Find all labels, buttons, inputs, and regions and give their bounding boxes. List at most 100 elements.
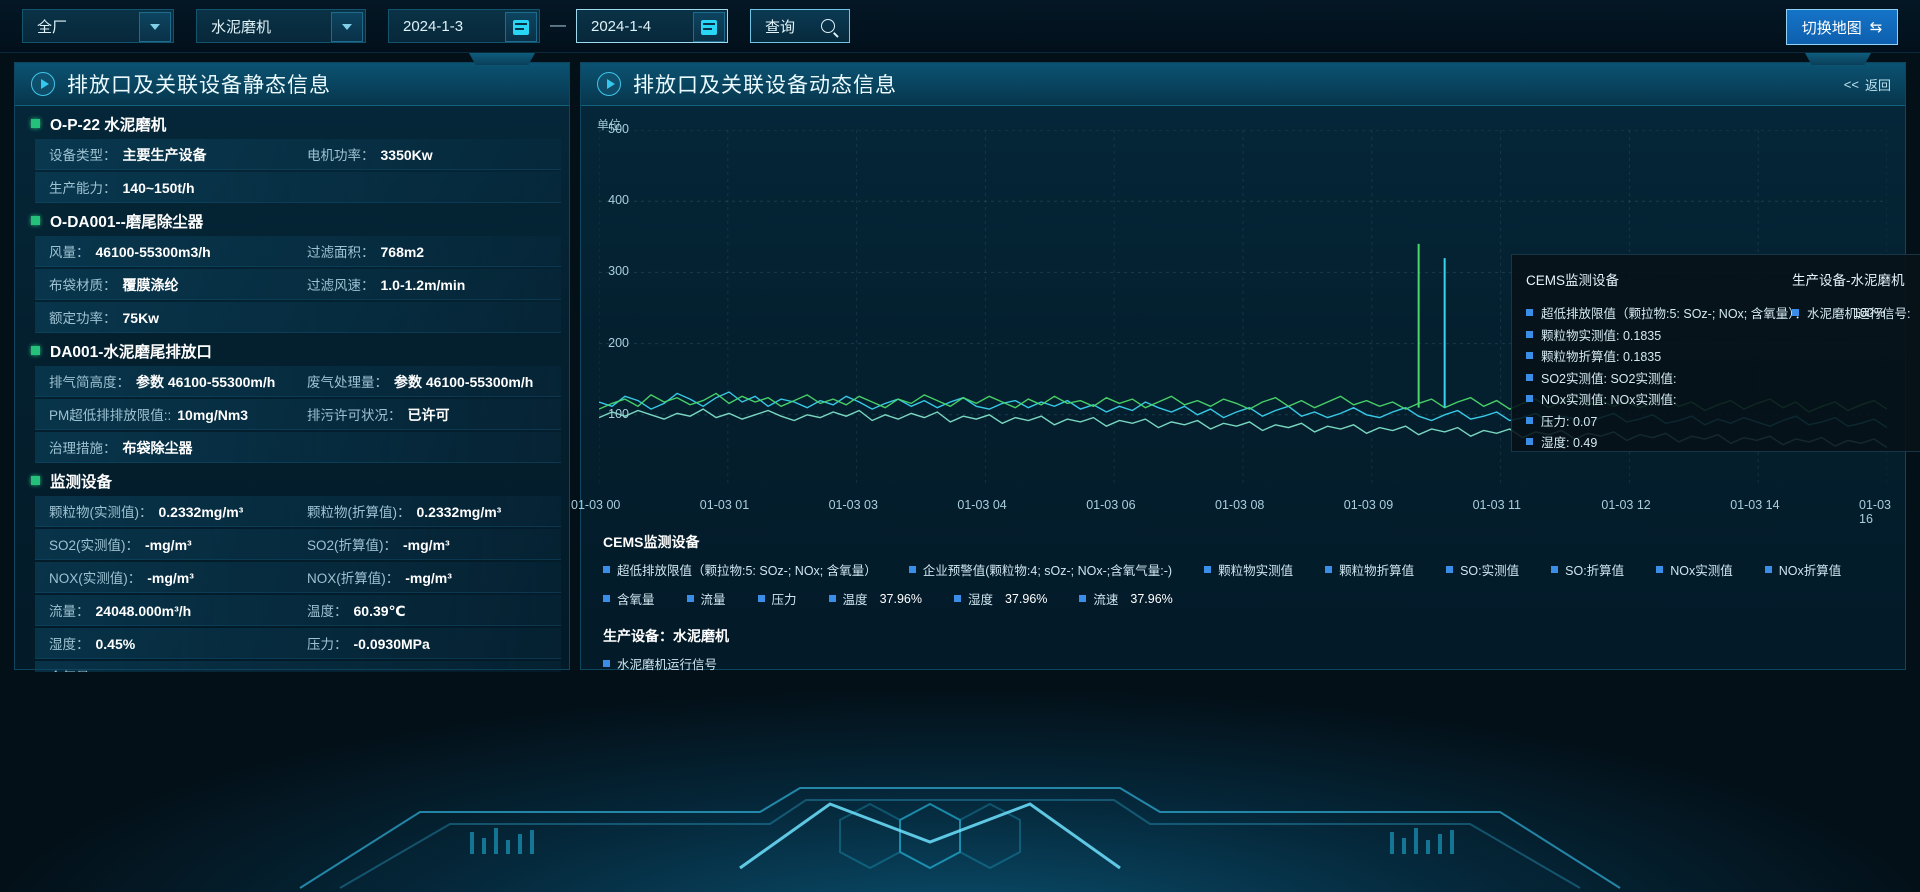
static-info-list[interactable]: O-P-22 水泥磨机 设备类型： 主要生产设备 电机功率： 3350Kw 生产能力： 14… bbox=[15, 106, 569, 672]
legend-marker-icon bbox=[757, 595, 765, 602]
static-info-group: O-P-22 水泥磨机 bbox=[15, 108, 569, 139]
info-cell: 过滤风速： 1.0-1.2m/min bbox=[307, 274, 465, 294]
info-label: 治理措施： bbox=[49, 440, 117, 456]
legend-item[interactable]: 磨尾除尘器运行信号 bbox=[603, 719, 730, 738]
legend-item[interactable]: 水泥磨机运行信号 bbox=[603, 654, 717, 673]
info-value: 0.45% bbox=[95, 636, 136, 652]
info-value: 24048.000m³/h bbox=[95, 603, 192, 619]
date-end-value: 2024-1-4 bbox=[591, 17, 652, 35]
legend-marker-icon bbox=[828, 595, 836, 602]
tooltip-row: 超低排放限值（颗拉物:5: SOz-; NOx; 含氧量）： 100% bbox=[1526, 302, 1885, 324]
static-info-header: 排放口及关联设备静态信息 bbox=[15, 53, 569, 106]
chevron-down-icon[interactable] bbox=[139, 12, 171, 42]
chevron-down-icon[interactable] bbox=[331, 12, 363, 42]
chart-y-tick: 400 bbox=[608, 193, 629, 208]
tooltip-value: 100% bbox=[1853, 305, 1885, 320]
legend-marker-icon bbox=[1526, 395, 1533, 403]
info-row: 流量： 24048.000m³/h 温度： 60.39℃ bbox=[35, 595, 561, 626]
legend-item-label: 磨尾除尘器运行信号 bbox=[617, 723, 730, 737]
legend-item[interactable]: 含氧量 bbox=[603, 589, 655, 608]
legend-item[interactable]: 颗粒物实测值 bbox=[1204, 560, 1293, 579]
chart-tooltip: CEMS监测设备 超低排放限值（颗拉物:5: SOz-; NOx; 含氧量）： 10… bbox=[1511, 254, 1920, 452]
date-end-input[interactable]: 2024-1-4 bbox=[576, 9, 728, 43]
info-value: -mg/m³ bbox=[405, 570, 452, 586]
chart-legend[interactable]: CEMS监测设备 超低排放限值（颗拉物:5: SOz-; NOx; 含氧量） 企业预… bbox=[597, 524, 1891, 748]
info-cell: 废气处理量： 参数 46100-55300m/h bbox=[307, 371, 533, 392]
legend-item[interactable]: NOx折算值 bbox=[1764, 560, 1841, 579]
info-label: 设备类型： bbox=[49, 147, 117, 163]
tooltip-row: 颗粒物实测值: 0.1835 bbox=[1526, 324, 1885, 346]
back-button-label: 返回 bbox=[1864, 78, 1891, 93]
static-info-panel: 排放口及关联设备静态信息 O-P-22 水泥磨机 设备类型： 主要生产设备 电机功率：… bbox=[14, 53, 570, 672]
info-label: 过滤风速： bbox=[307, 278, 375, 293]
tooltip-column-header: 生产设备-水泥磨机 bbox=[1792, 273, 1905, 288]
info-row: PM超低排排放限值:: 10mg/Nm3 排污许可状况： 已许可 bbox=[35, 399, 561, 430]
info-row: 设备类型： 主要生产设备 电机功率： 3350Kw bbox=[35, 139, 561, 170]
legend-item-label: 湿度 bbox=[967, 593, 993, 607]
calendar-icon[interactable] bbox=[693, 12, 725, 42]
legend-item[interactable]: 压力 bbox=[757, 589, 797, 608]
legend-marker-icon bbox=[908, 566, 916, 573]
back-button[interactable]: << 返回 bbox=[1844, 75, 1891, 94]
legend-item[interactable]: 温度 37.96% bbox=[828, 589, 922, 608]
query-button[interactable]: 查询 bbox=[750, 9, 850, 43]
legend-item[interactable]: 湿度 37.96% bbox=[953, 589, 1048, 608]
tooltip-label: 颗粒物实测值: 0.1835 bbox=[1541, 328, 1662, 343]
legend-section-title: 生产设备：水泥磨机 bbox=[603, 628, 729, 644]
info-cell: 颗粒物(实测值)： 0.2332mg/m³ bbox=[49, 501, 307, 521]
info-value: 140~150t/h bbox=[122, 180, 195, 196]
legend-item[interactable]: 颗粒物折算值 bbox=[1325, 560, 1414, 579]
info-cell: 含氧量： -% bbox=[49, 666, 126, 672]
device-select[interactable]: 水泥磨机 bbox=[196, 9, 366, 43]
legend-marker-icon bbox=[1551, 566, 1559, 573]
info-row: SO2(实测值)： -mg/m³ SO2(折算值)： -mg/m³ bbox=[35, 529, 561, 560]
info-value: -0.0930MPa bbox=[353, 636, 430, 652]
static-info-group-title: DA001-水泥磨尾排放口 bbox=[50, 343, 212, 361]
map-toggle-button[interactable]: 切换地图 ⇆ bbox=[1786, 9, 1898, 45]
info-label: 布袋材质： bbox=[49, 277, 117, 293]
info-value: 参数 46100-55300m/h bbox=[136, 373, 276, 390]
plant-select[interactable]: 全厂 bbox=[22, 9, 174, 43]
calendar-icon[interactable] bbox=[505, 12, 537, 42]
legend-marker-icon bbox=[1079, 595, 1087, 602]
chart-y-tick: 300 bbox=[608, 264, 629, 279]
static-info-group-title: 监测设备 bbox=[50, 473, 113, 491]
status-square-icon bbox=[31, 346, 40, 355]
legend-item-value: 37.96% bbox=[1004, 591, 1048, 606]
legend-item-label: 温度 bbox=[842, 593, 868, 607]
legend-item-label: 超低排放限值（颗拉物:5: SOz-; NOx; 含氧量） bbox=[617, 564, 877, 578]
legend-item[interactable]: 流速 37.96% bbox=[1079, 589, 1173, 608]
legend-item[interactable]: NOx实测值 bbox=[1656, 560, 1733, 579]
tooltip-label: 湿度: 0.49 bbox=[1541, 436, 1598, 451]
legend-marker-icon bbox=[1204, 566, 1212, 573]
legend-item[interactable]: 超低排放限值（颗拉物:5: SOz-; NOx; 含氧量） bbox=[603, 560, 877, 579]
info-cell: SO2(折算值)： -mg/m³ bbox=[307, 534, 450, 554]
legend-item[interactable]: SO:实测值 bbox=[1446, 560, 1519, 579]
info-label: 温度： bbox=[307, 604, 348, 619]
legend-item-label: 含氧量 bbox=[617, 593, 655, 607]
chart-x-tick: 01-03 12 bbox=[1601, 498, 1651, 512]
tooltip-label: SO2实测值: SO2实测值: bbox=[1541, 371, 1677, 386]
plant-select-value: 全厂 bbox=[37, 18, 68, 36]
legend-items: 水泥磨机运行信号 bbox=[597, 654, 1891, 683]
status-square-icon bbox=[31, 476, 40, 485]
chart-unit-label: 单位 bbox=[597, 118, 622, 132]
play-triangle-icon bbox=[31, 72, 55, 96]
info-cell: 电机功率： 3350Kw bbox=[307, 144, 433, 164]
info-value: -mg/m³ bbox=[147, 570, 194, 586]
date-start-input[interactable]: 2024-1-3 bbox=[388, 9, 540, 43]
legend-item[interactable]: 流量 bbox=[686, 589, 726, 608]
tooltip-row: NOx实测值: NOx实测值: bbox=[1526, 388, 1885, 410]
info-label: 压力： bbox=[307, 637, 348, 652]
info-row: 含氧量： -% bbox=[35, 661, 561, 672]
legend-marker-icon bbox=[1526, 330, 1533, 338]
legend-marker-icon bbox=[953, 595, 961, 602]
legend-marker-icon bbox=[1656, 566, 1664, 573]
info-cell: 颗粒物(折算值)： 0.2332mg/m³ bbox=[307, 501, 501, 521]
legend-item[interactable]: SO:折算值 bbox=[1551, 560, 1624, 579]
chart-x-tick: 01-03 01 bbox=[699, 498, 750, 512]
info-row: 治理措施： 布袋除尘器 bbox=[35, 432, 561, 463]
legend-item[interactable]: 企业预警值(颗粒物:4; sOz-; NOx-;含氧气量:-) bbox=[908, 560, 1172, 579]
info-value: 10mg/Nm3 bbox=[177, 407, 249, 423]
